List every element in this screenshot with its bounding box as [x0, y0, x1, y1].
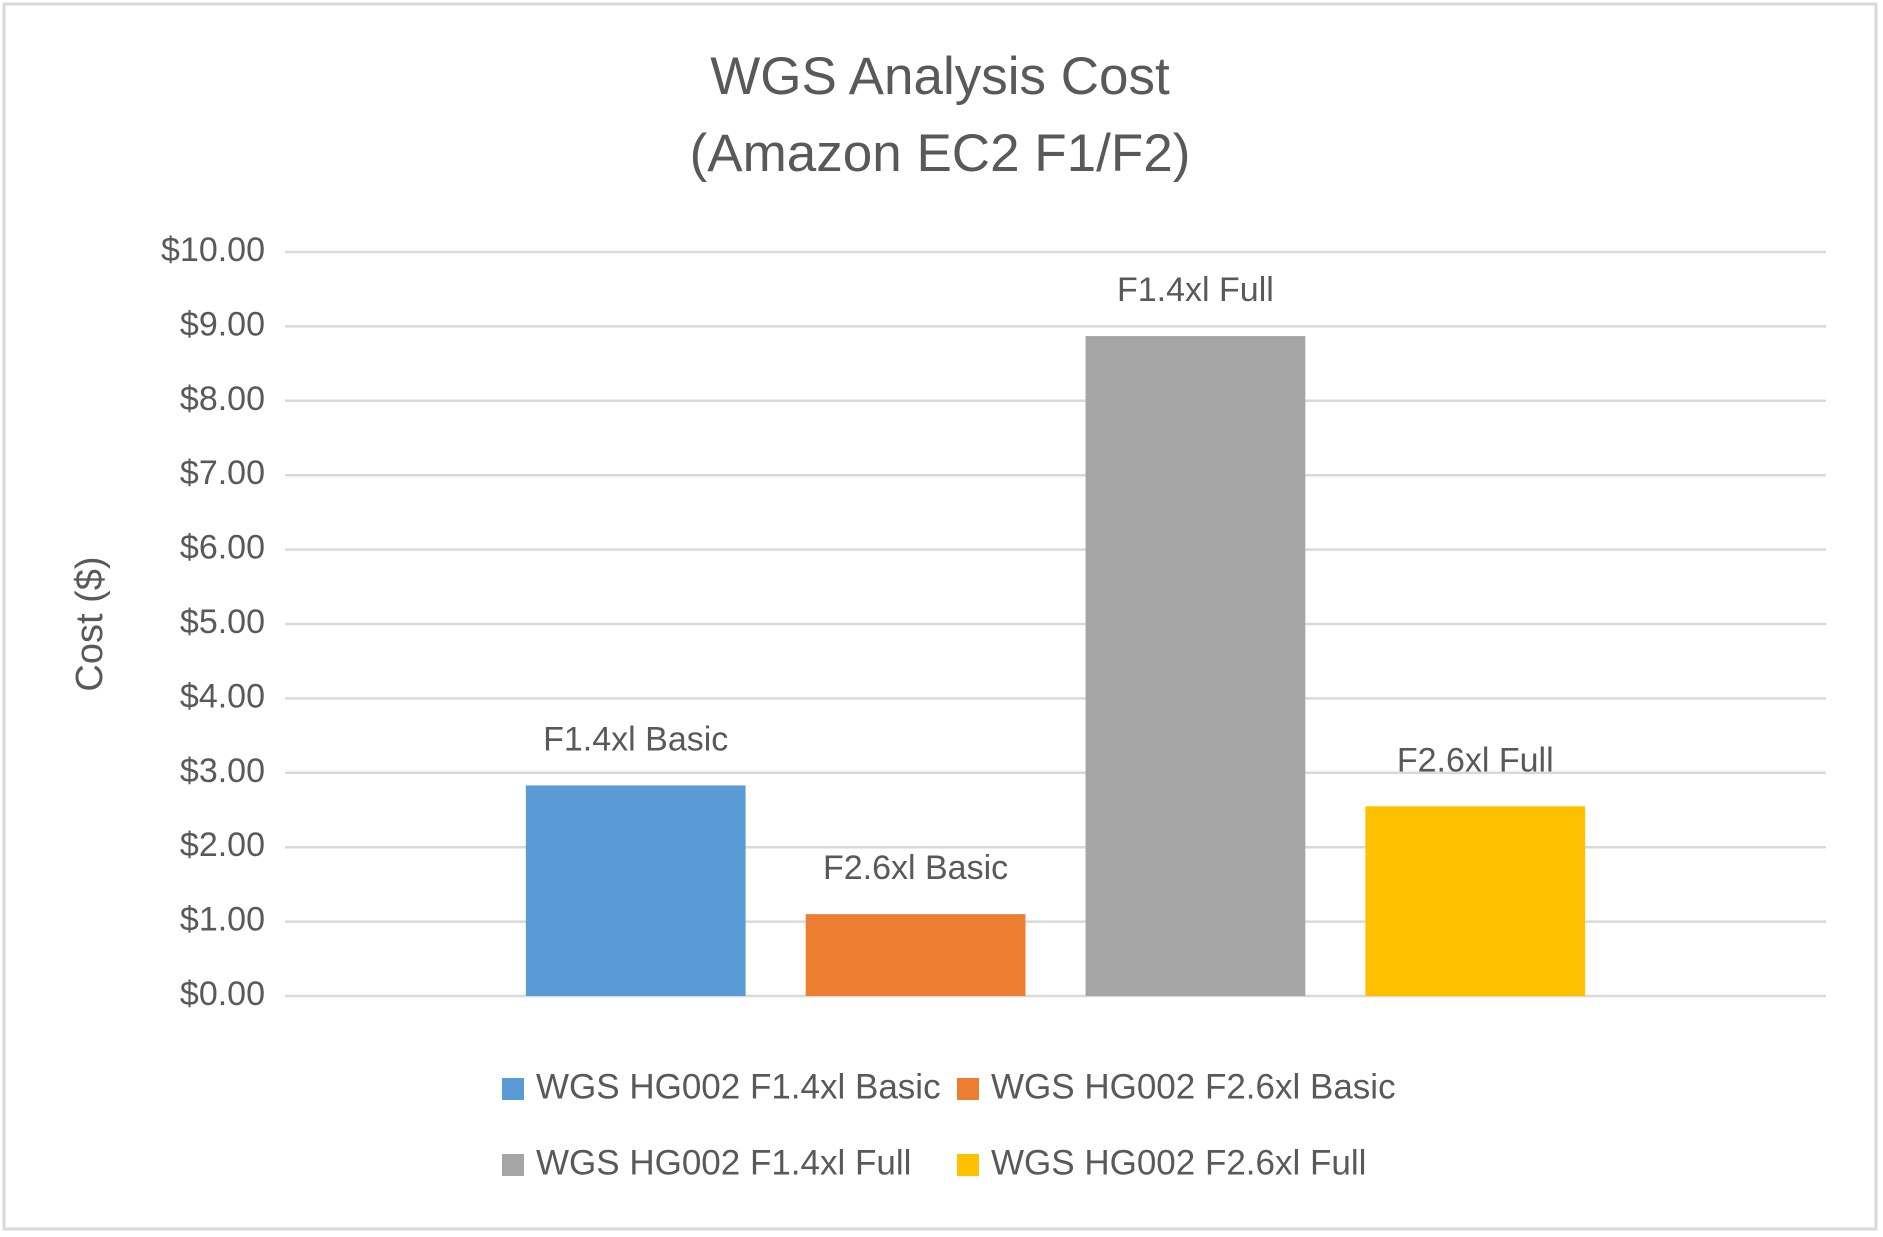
- chart-title: (Amazon EC2 F1/F2): [690, 124, 1191, 183]
- y-tick-label: $10.00: [161, 231, 265, 269]
- y-tick-label: $4.00: [180, 677, 265, 715]
- bar: [805, 914, 1026, 996]
- y-tick-label: $6.00: [180, 529, 265, 567]
- legend-swatch: [957, 1078, 979, 1100]
- bar-label: F1.4xl Basic: [543, 720, 728, 758]
- y-axis-label: Cost ($): [69, 556, 111, 691]
- y-tick-label: $1.00: [180, 901, 265, 939]
- y-tick-label: $8.00: [180, 380, 265, 418]
- legend-label: WGS HG002 F2.6xl Full: [991, 1143, 1366, 1182]
- y-tick-label: $2.00: [180, 826, 265, 864]
- bar: [1085, 336, 1306, 996]
- chart-title: WGS Analysis Cost: [710, 47, 1170, 106]
- y-tick-label: $9.00: [180, 305, 265, 343]
- legend-swatch: [502, 1154, 524, 1176]
- bar-label: F2.6xl Full: [1397, 741, 1554, 779]
- legend-label: WGS HG002 F1.4xl Basic: [536, 1067, 941, 1106]
- y-tick-label: $3.00: [180, 752, 265, 790]
- bar-label: F1.4xl Full: [1117, 271, 1274, 309]
- legend-label: WGS HG002 F2.6xl Basic: [991, 1067, 1396, 1106]
- y-tick-label: $5.00: [180, 603, 265, 641]
- bar: [525, 785, 746, 996]
- y-tick-label: $7.00: [180, 454, 265, 492]
- legend-label: WGS HG002 F1.4xl Full: [536, 1143, 911, 1182]
- bar: [1365, 806, 1586, 996]
- y-tick-label: $0.00: [180, 975, 265, 1013]
- bar-label: F2.6xl Basic: [823, 849, 1008, 887]
- legend-swatch: [957, 1154, 979, 1176]
- legend-swatch: [502, 1078, 524, 1100]
